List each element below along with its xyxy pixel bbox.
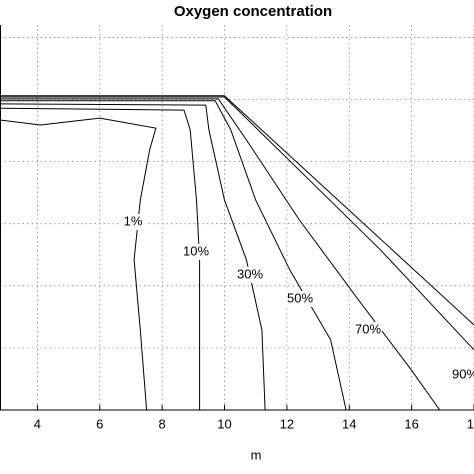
contour-label-bg <box>119 214 147 230</box>
contour-line <box>0 100 347 411</box>
x-tick-label: 6 <box>96 416 103 431</box>
contour-line <box>0 95 474 326</box>
contour-label-bg <box>236 267 264 283</box>
contour-line <box>0 98 441 411</box>
x-tick-label: 16 <box>404 416 418 431</box>
chart-title: Oxygen concentration <box>174 3 332 20</box>
contour-label-bg <box>354 322 382 338</box>
contour-line <box>0 96 474 351</box>
contour-label-bg <box>451 367 474 383</box>
x-tick-label: 14 <box>342 416 356 431</box>
contour-label: 50% <box>287 290 313 305</box>
x-axis-label: m <box>251 447 262 462</box>
x-tick-label: 4 <box>34 416 41 431</box>
x-tick-label: 18 <box>467 416 474 431</box>
contour-label: 1% <box>124 213 143 228</box>
contour-line <box>0 107 201 410</box>
x-tick-label: 10 <box>217 416 231 431</box>
contour-label: 10% <box>183 243 209 258</box>
contour-label: 30% <box>237 266 263 281</box>
x-tick-label: 8 <box>159 416 166 431</box>
contour-label-bg <box>286 291 314 307</box>
contour-line <box>0 103 266 411</box>
contour-line <box>0 117 157 411</box>
x-tick-label: 12 <box>280 416 294 431</box>
contour-label-bg <box>182 244 210 260</box>
contour-label: 90% <box>452 366 474 381</box>
contour-label: 70% <box>355 321 381 336</box>
